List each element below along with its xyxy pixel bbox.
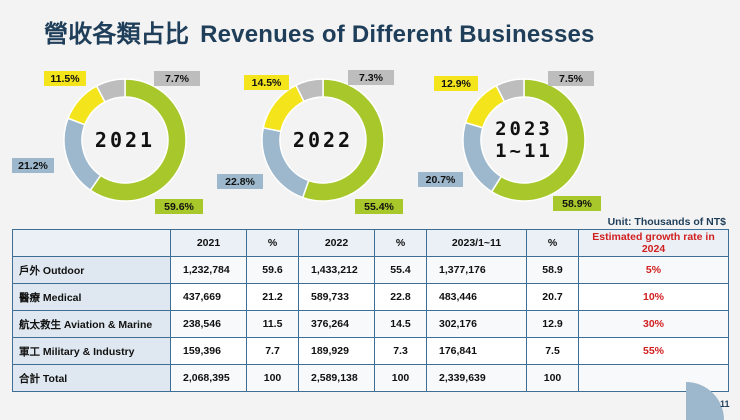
table-row: 醫療 Medical 437,669 21.2 589,733 22.8 483,446 2… <box>12 283 729 311</box>
donut-charts: 2021 59.6% 21.2% 11.5% 7.7% 2022 55.4% 22.8% 14.… <box>12 70 601 214</box>
category-cell: 戶外 Outdoor <box>12 256 171 284</box>
corner-decoration <box>686 382 724 420</box>
page-number: 11 <box>720 399 730 409</box>
table-row: 合計 Total 2,068,395 100 2,589,138 100 2,339,63… <box>12 364 729 392</box>
value-2021-cell: 2,068,395 <box>170 364 247 392</box>
percent-label-military: 7.3% <box>359 72 384 84</box>
percent-label-outdoor: 59.6% <box>164 201 194 213</box>
label-box-military <box>154 71 200 86</box>
donut-slice-military <box>495 78 525 103</box>
donut-slice-aviation <box>262 84 305 133</box>
percent-label-military: 7.5% <box>559 73 584 85</box>
value-2023-cell: 2,339,639 <box>426 364 527 392</box>
label-box-military <box>348 70 394 85</box>
pct-2023-cell: 7.5 <box>526 337 579 365</box>
table-row: 軍工 Military & Industry 159,396 7.7 189,929 7… <box>12 337 729 365</box>
pct-2023-cell: 20.7 <box>526 283 579 311</box>
percent-label-aviation: 11.5% <box>50 73 80 85</box>
growth-cell: 30% <box>578 310 729 338</box>
pct-2021-cell: 11.5 <box>246 310 299 338</box>
value-2023-cell: 483,446 <box>426 283 527 311</box>
header-cell-2023-pct: % <box>526 229 579 257</box>
value-2021-cell: 1,232,784 <box>170 256 247 284</box>
value-2022-cell: 189,929 <box>298 337 375 365</box>
percent-label-medical: 20.7% <box>426 174 456 186</box>
revenue-table: 2021 % 2022 % 2023/1~11 % Estimated grow… <box>12 229 729 392</box>
pct-2021-cell: 7.7 <box>246 337 299 365</box>
percent-label-medical: 21.2% <box>18 160 48 172</box>
category-cell: 合計 Total <box>12 364 171 392</box>
label-box-outdoor <box>155 199 203 214</box>
label-box-aviation <box>244 75 289 90</box>
donut-center-label: 2023 <box>495 118 553 140</box>
percent-label-medical: 22.8% <box>225 176 255 188</box>
title-english: Revenues of Different Businesses <box>200 21 595 48</box>
value-2023-cell: 1,377,176 <box>426 256 527 284</box>
label-box-aviation <box>434 76 478 91</box>
percent-label-aviation: 12.9% <box>441 78 471 90</box>
header-cell-category <box>12 229 171 257</box>
category-cell: 航太救生 Aviation & Marine <box>12 310 171 338</box>
header-cell-2021: 2021 <box>170 229 247 257</box>
unit-label: Unit: Thousands of NT$ <box>607 216 726 228</box>
percent-label-aviation: 14.5% <box>252 77 282 89</box>
value-2022-cell: 589,733 <box>298 283 375 311</box>
percent-label-outdoor: 58.9% <box>562 198 592 210</box>
label-box-outdoor <box>553 196 601 211</box>
value-2023-cell: 302,176 <box>426 310 527 338</box>
donut-center-label: 2021 <box>95 128 155 152</box>
slide-title: 營收各類占比 Revenues of Different Businesses <box>44 14 595 49</box>
label-box-medical <box>217 174 263 189</box>
pct-2022-cell: 14.5 <box>374 310 427 338</box>
header-cell-2022: 2022 <box>298 229 375 257</box>
pct-2023-cell: 12.9 <box>526 310 579 338</box>
value-2022-cell: 2,589,138 <box>298 364 375 392</box>
donut-center-label: 2022 <box>293 128 353 152</box>
header-cell-2021-pct: % <box>246 229 299 257</box>
label-box-medical <box>12 158 54 173</box>
title-chinese: 營收各類占比 <box>44 19 190 48</box>
category-cell: 軍工 Military & Industry <box>12 337 171 365</box>
pct-2021-cell: 21.2 <box>246 283 299 311</box>
donut-slice-outdoor <box>89 78 187 202</box>
header-cell-2023: 2023/1~11 <box>426 229 527 257</box>
table-row: 航太救生 Aviation & Marine 238,546 11.5 376,264… <box>12 310 729 338</box>
label-box-military <box>548 71 594 86</box>
pct-2021-cell: 59.6 <box>246 256 299 284</box>
value-2023-cell: 176,841 <box>426 337 527 365</box>
pct-2022-cell: 55.4 <box>374 256 427 284</box>
pct-2022-cell: 100 <box>374 364 427 392</box>
table-row: 戶外 Outdoor 1,232,784 59.6 1,433,212 55.4 1,37… <box>12 256 729 284</box>
pct-2023-cell: 100 <box>526 364 579 392</box>
value-2022-cell: 376,264 <box>298 310 375 338</box>
category-cell: 醫療 Medical <box>12 283 171 311</box>
growth-cell: 5% <box>578 256 729 284</box>
percent-label-military: 7.7% <box>165 73 190 85</box>
label-box-outdoor <box>355 199 403 214</box>
value-2021-cell: 437,669 <box>170 283 247 311</box>
pct-2022-cell: 22.8 <box>374 283 427 311</box>
value-2021-cell: 238,546 <box>170 310 247 338</box>
donut-slice-military <box>294 78 324 103</box>
donut-slice-outdoor <box>490 78 586 202</box>
growth-cell: 55% <box>578 337 729 365</box>
pct-2023-cell: 58.9 <box>526 256 579 284</box>
value-2021-cell: 159,396 <box>170 337 247 365</box>
header-cell-growth: Estimated growth rate in 2024 <box>578 229 729 257</box>
header-cell-2022-pct: % <box>374 229 427 257</box>
donut-slice-outdoor <box>301 78 385 202</box>
pct-2022-cell: 7.3 <box>374 337 427 365</box>
value-2022-cell: 1,433,212 <box>298 256 375 284</box>
growth-cell: 10% <box>578 283 729 311</box>
label-box-aviation <box>44 71 86 86</box>
donut-slice-military <box>95 78 126 103</box>
donut-center-label: 1~11 <box>495 140 553 162</box>
pct-2021-cell: 100 <box>246 364 299 392</box>
percent-label-outdoor: 55.4% <box>364 201 394 213</box>
label-box-medical <box>418 172 463 187</box>
table-header-row: 2021 % 2022 % 2023/1~11 % Estimated grow… <box>12 229 729 257</box>
